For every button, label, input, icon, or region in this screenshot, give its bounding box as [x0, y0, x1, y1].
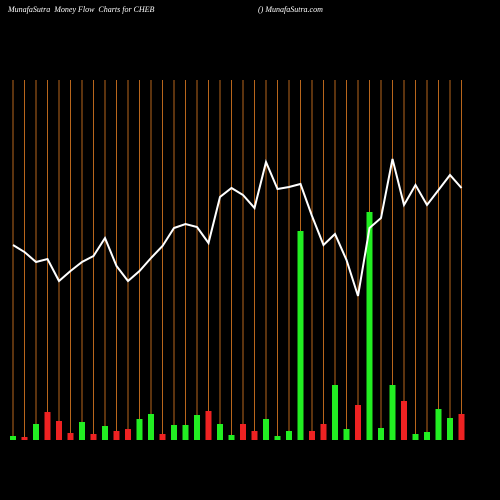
price-line: [12, 158, 463, 297]
bar: [401, 401, 407, 440]
chart-subtitle: () MunafaSutra.com: [258, 5, 323, 14]
bar: [240, 424, 246, 440]
bar: [90, 434, 97, 440]
bar: [217, 424, 223, 440]
bar: [458, 414, 465, 440]
bar: [159, 434, 166, 440]
bar: [67, 433, 74, 440]
bar: [320, 424, 327, 440]
bar: [412, 434, 419, 440]
bar: [205, 411, 212, 440]
bar: [44, 412, 51, 440]
bar: [113, 431, 120, 440]
bar: [286, 431, 292, 440]
chart-title: MunafaSutra Money Flow Charts for CHEB: [7, 5, 155, 14]
bar: [263, 419, 269, 440]
bar: [251, 431, 258, 440]
bar: [79, 422, 85, 440]
bar: [343, 429, 350, 440]
bar: [424, 432, 430, 440]
bar: [10, 436, 16, 440]
bar: [21, 437, 28, 440]
bar: [378, 428, 384, 440]
bar: [171, 425, 177, 440]
bar: [182, 425, 189, 440]
bar: [194, 415, 200, 440]
bar: [33, 424, 39, 440]
bar: [309, 431, 315, 440]
bar: [136, 419, 143, 440]
bar: [447, 418, 453, 440]
bar: [366, 212, 373, 440]
bar: [274, 436, 281, 440]
bar: [332, 385, 338, 440]
bar: [228, 435, 235, 440]
bar: [102, 426, 108, 440]
bar: [56, 421, 62, 440]
bar: [435, 409, 442, 440]
bar: [148, 414, 154, 440]
bar: [389, 385, 396, 440]
bar: [125, 429, 131, 440]
bar: [355, 405, 361, 440]
bar: [297, 231, 304, 440]
